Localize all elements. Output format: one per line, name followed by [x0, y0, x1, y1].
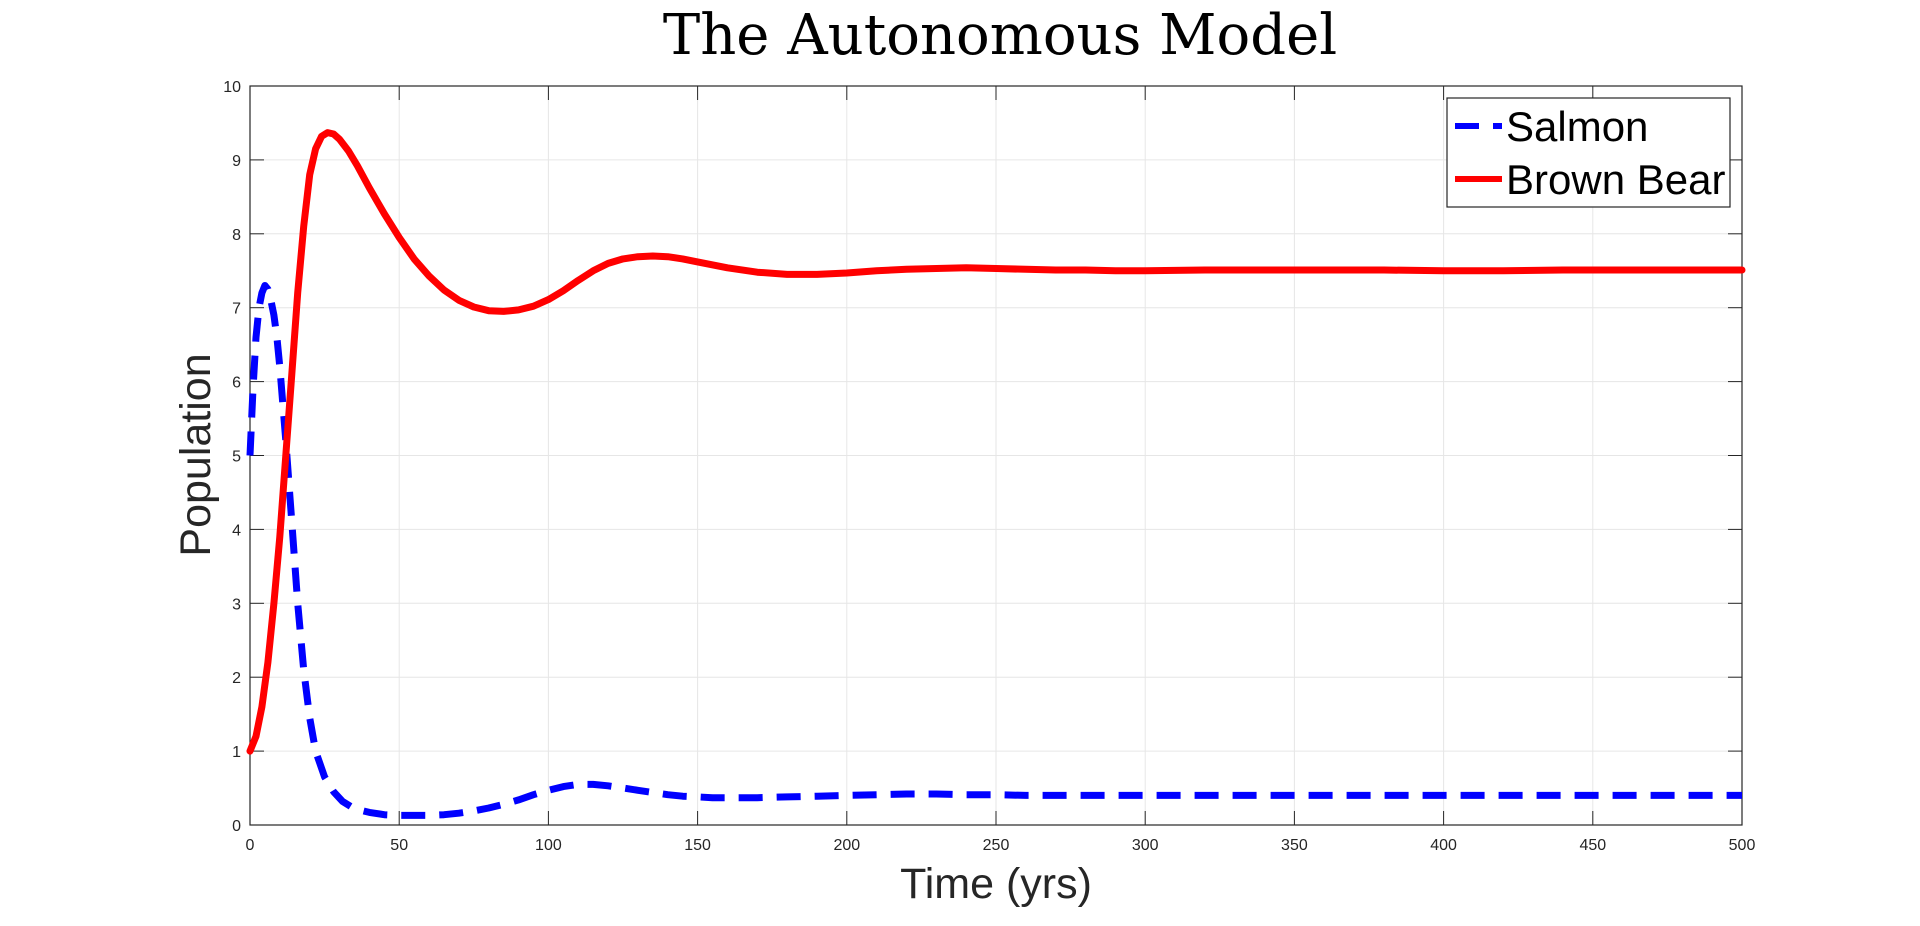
series-layer — [246, 129, 1746, 819]
axis-ticks — [249, 85, 1743, 826]
x-tick-label: 350 — [1281, 837, 1308, 854]
x-tick-label: 500 — [1729, 837, 1756, 854]
y-axis-label: Population — [172, 353, 220, 556]
x-tick-label: 450 — [1579, 837, 1606, 854]
chart-title: The Autonomous Model — [663, 3, 1337, 68]
x-axis-label: Time (yrs) — [900, 860, 1092, 908]
series-line-brown-bear — [246, 129, 1746, 755]
y-tick-label: 0 — [232, 818, 241, 835]
x-tick-label: 250 — [983, 837, 1010, 854]
y-tick-label: 5 — [232, 449, 241, 466]
x-tick-labels: 0 50 100 150 200 250 300 350 400 450 500 — [246, 837, 1756, 854]
y-tick-label: 1 — [232, 744, 241, 761]
y-tick-label: 10 — [223, 79, 241, 96]
legend: Salmon Brown Bear — [1446, 97, 1731, 208]
y-tick-label: 7 — [232, 301, 241, 318]
y-tick-label: 9 — [232, 153, 241, 170]
y-tick-labels: 0 1 2 3 4 5 6 7 8 9 10 — [223, 79, 241, 835]
legend-label-salmon: Salmon — [1506, 103, 1648, 150]
x-tick-label: 150 — [684, 837, 711, 854]
y-tick-label: 6 — [232, 375, 241, 392]
x-tick-label: 300 — [1132, 837, 1159, 854]
y-tick-label: 2 — [232, 670, 241, 687]
y-tick-label: 3 — [232, 596, 241, 613]
legend-label-brown-bear: Brown Bear — [1506, 156, 1725, 203]
x-tick-label: 100 — [535, 837, 562, 854]
y-tick-label: 8 — [232, 227, 241, 244]
x-tick-label: 0 — [246, 837, 255, 854]
series-line-salmon — [246, 282, 1742, 819]
x-tick-label: 50 — [390, 837, 408, 854]
x-tick-label: 400 — [1430, 837, 1457, 854]
y-tick-label: 4 — [232, 522, 241, 539]
x-tick-label: 200 — [833, 837, 860, 854]
legend-box — [1446, 97, 1731, 208]
